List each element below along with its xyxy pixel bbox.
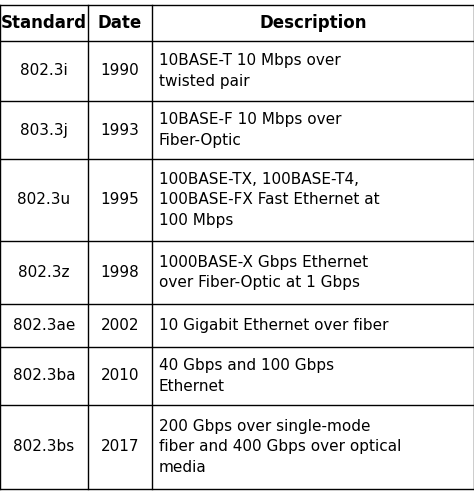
Text: Standard: Standard <box>1 14 87 32</box>
Text: Date: Date <box>98 14 142 32</box>
Text: 803.3j: 803.3j <box>20 123 68 138</box>
Text: 802.3u: 802.3u <box>17 192 71 207</box>
Text: 2017: 2017 <box>100 440 139 454</box>
Text: 1995: 1995 <box>100 192 139 207</box>
Text: 802.3ae: 802.3ae <box>13 318 75 333</box>
Text: 10BASE-F 10 Mbps over
Fiber-Optic: 10BASE-F 10 Mbps over Fiber-Optic <box>159 113 341 148</box>
Text: 10 Gigabit Ethernet over fiber: 10 Gigabit Ethernet over fiber <box>159 318 388 333</box>
Text: 1993: 1993 <box>100 123 139 138</box>
Text: 802.3z: 802.3z <box>18 265 70 280</box>
Text: 100BASE-TX, 100BASE-T4,
100BASE-FX Fast Ethernet at
100 Mbps: 100BASE-TX, 100BASE-T4, 100BASE-FX Fast … <box>159 172 379 228</box>
Text: 802.3ba: 802.3ba <box>12 369 75 383</box>
Text: 40 Gbps and 100 Gbps
Ethernet: 40 Gbps and 100 Gbps Ethernet <box>159 358 334 394</box>
Text: Description: Description <box>259 14 366 32</box>
Text: 2010: 2010 <box>100 369 139 383</box>
Text: 802.3bs: 802.3bs <box>13 440 74 454</box>
Text: 1000BASE-X Gbps Ethernet
over Fiber-Optic at 1 Gbps: 1000BASE-X Gbps Ethernet over Fiber-Opti… <box>159 254 368 290</box>
Text: 2002: 2002 <box>100 318 139 333</box>
Text: 802.3i: 802.3i <box>20 64 68 79</box>
Text: 1998: 1998 <box>100 265 139 280</box>
Text: 1990: 1990 <box>100 64 139 79</box>
Text: 10BASE-T 10 Mbps over
twisted pair: 10BASE-T 10 Mbps over twisted pair <box>159 53 340 89</box>
Text: 200 Gbps over single-mode
fiber and 400 Gbps over optical
media: 200 Gbps over single-mode fiber and 400 … <box>159 419 401 475</box>
